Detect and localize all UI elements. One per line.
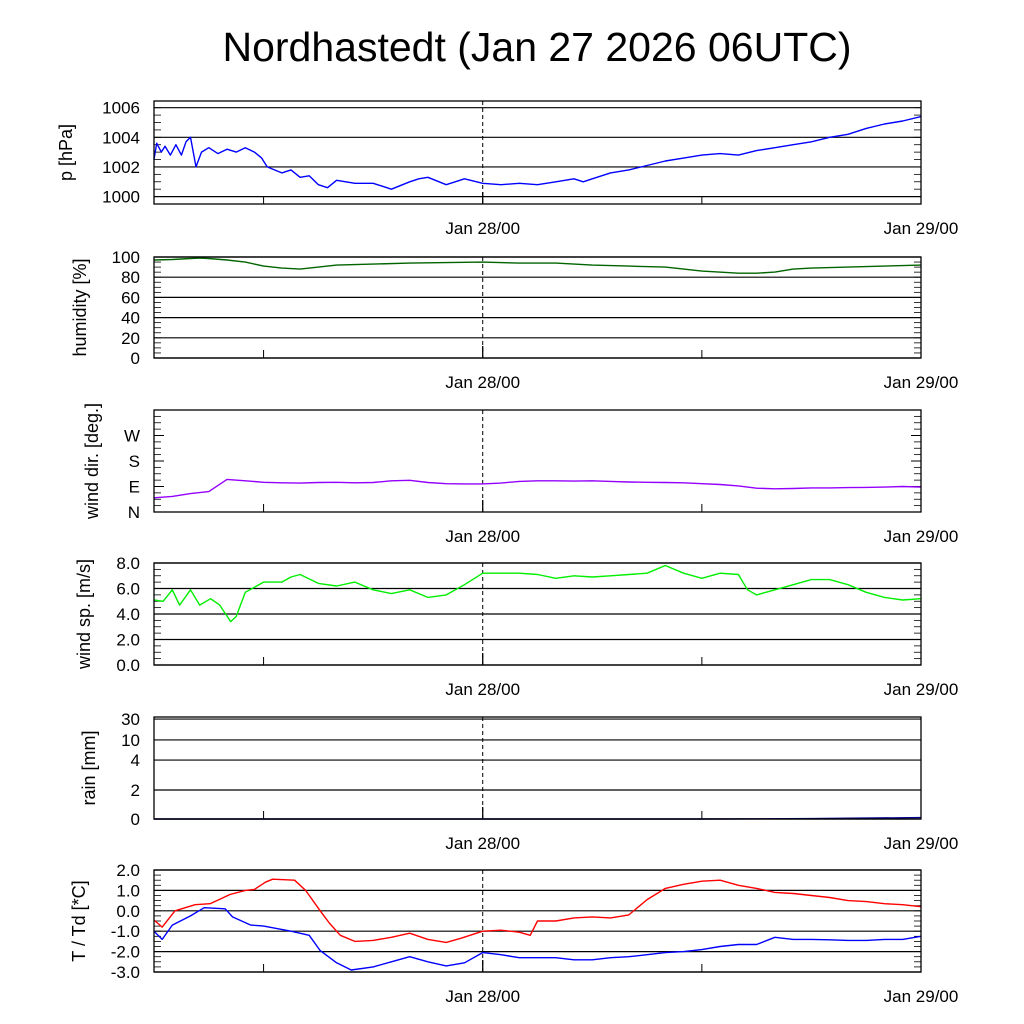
x-tick-label: Jan 28/00	[445, 680, 520, 699]
y-tick-label: 1006	[102, 99, 140, 118]
panel-temperature: -3.0-2.0 -1.00.0 1.02.0 T / Td [*C] Jan 28/0…	[69, 861, 958, 1006]
y-tick-label: 4.0	[116, 605, 140, 624]
y-tick-label: N	[128, 503, 140, 522]
plot-frame	[153, 562, 922, 666]
series-line-t	[153, 878, 922, 944]
y-axis-label: humidity [%]	[70, 258, 90, 356]
y-tick-label: 4	[131, 751, 140, 770]
y-tick-label: 1004	[102, 128, 140, 147]
panel-rain: 0 2 410 30 rain [mm] Jan 28/00 Jan 29/00	[79, 710, 958, 853]
y-tick-label: 100	[112, 248, 140, 267]
y-axis-label: wind dir. [deg.]	[82, 403, 102, 520]
x-tick-label: Jan 29/00	[884, 834, 959, 853]
y-tick-label: 0	[131, 349, 140, 368]
y-tick-label: 0	[131, 810, 140, 829]
plot-frame	[153, 409, 922, 513]
x-tick-label: Jan 28/00	[445, 527, 520, 546]
y-tick-label: -1.0	[111, 922, 140, 941]
x-tick-label: Jan 29/00	[884, 680, 959, 699]
plot-frame	[153, 100, 922, 205]
y-axis-label: rain [mm]	[79, 730, 99, 805]
y-tick-label: 8.0	[116, 554, 140, 573]
y-axis-label: T / Td [*C]	[69, 880, 89, 961]
plot-frame	[153, 256, 922, 359]
series-line-wind-direction	[153, 478, 922, 499]
y-tick-label: 2.0	[116, 861, 140, 880]
x-tick-label: Jan 29/00	[884, 527, 959, 546]
y-tick-label: 20	[121, 329, 140, 348]
series-line-humidity	[153, 257, 922, 274]
y-tick-label: 10	[121, 731, 140, 750]
y-tick-label: 0.0	[116, 656, 140, 675]
x-tick-label: Jan 28/00	[445, 834, 520, 853]
series-line-td	[153, 907, 922, 971]
y-tick-label: 1000	[102, 188, 140, 207]
plot-frame	[153, 869, 922, 973]
chart-title: Nordhastedt (Jan 27 2026 06UTC)	[222, 24, 852, 70]
x-tick-label: Jan 28/00	[445, 373, 520, 392]
y-tick-label: 0.0	[116, 902, 140, 921]
x-tick-label: Jan 29/00	[884, 987, 959, 1006]
y-tick-label: 40	[121, 309, 140, 328]
y-tick-label: S	[129, 452, 140, 471]
y-tick-label: 6.0	[116, 580, 140, 599]
y-tick-label: -3.0	[111, 963, 140, 982]
y-tick-label: 30	[121, 710, 140, 729]
panel-wind_speed: 0.0 2.0 4.0 6.0 8.0 wind sp. [m/s] Jan 28/00 Ja…	[74, 554, 958, 699]
panel-pressure: 1000 1002 1004 1006 p [hPa] Jan 28/00 Jan 29/0…	[56, 99, 958, 238]
series-line-wind-speed	[153, 564, 922, 623]
y-tick-label: 2	[131, 781, 140, 800]
y-axis-label: wind sp. [m/s]	[74, 559, 94, 670]
y-tick-label: 1002	[102, 158, 140, 177]
y-tick-label: 80	[121, 268, 140, 287]
plot-frame	[153, 716, 922, 820]
x-tick-label: Jan 28/00	[445, 987, 520, 1006]
y-tick-label: E	[129, 478, 140, 497]
y-tick-label: 2.0	[116, 631, 140, 650]
y-tick-label: -2.0	[111, 943, 140, 962]
series-line-pressure	[153, 115, 922, 190]
x-tick-label: Jan 29/00	[884, 219, 959, 238]
y-tick-label: W	[124, 427, 140, 446]
y-tick-label: 1.0	[116, 881, 140, 900]
y-tick-label: 60	[121, 288, 140, 307]
x-tick-label: Jan 29/00	[884, 373, 959, 392]
x-tick-label: Jan 28/00	[445, 219, 520, 238]
y-axis-label: p [hPa]	[56, 124, 76, 181]
